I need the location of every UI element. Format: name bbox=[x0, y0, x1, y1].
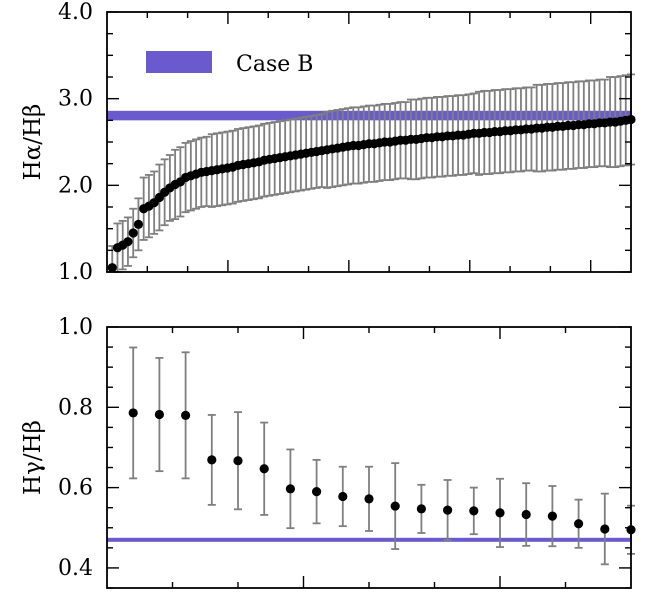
data-point bbox=[390, 501, 400, 511]
data-point bbox=[364, 494, 374, 504]
data-point bbox=[600, 524, 610, 534]
data-point bbox=[133, 219, 144, 229]
y-tick-label: 0.8 bbox=[58, 395, 93, 420]
y-tick-label: 0.4 bbox=[58, 556, 93, 581]
top-y-tick-labels: 1.0 2.0 3.0 4.0 bbox=[58, 0, 93, 285]
legend-label-case-b: Case B bbox=[236, 52, 313, 77]
data-point bbox=[207, 455, 217, 465]
data-point bbox=[285, 484, 295, 494]
data-point bbox=[259, 464, 269, 474]
panel-hgamma-hbeta: 0.4 0.6 0.8 1.0 Hγ/Hβ bbox=[20, 315, 636, 589]
bottom-points bbox=[128, 408, 636, 535]
data-point bbox=[443, 505, 453, 515]
data-point bbox=[233, 456, 243, 466]
data-point bbox=[312, 487, 322, 497]
data-point bbox=[338, 491, 348, 502]
bottom-errorbars bbox=[129, 346, 635, 566]
y-tick-label: 0.6 bbox=[58, 476, 93, 501]
data-point bbox=[547, 511, 558, 521]
data-point bbox=[521, 509, 531, 520]
data-point bbox=[469, 506, 479, 516]
top-plot-frame bbox=[106, 11, 632, 273]
bottom-y-tick-labels: 0.4 0.6 0.8 1.0 bbox=[58, 315, 93, 581]
data-point bbox=[154, 409, 164, 420]
data-point bbox=[128, 228, 138, 238]
legend-swatch-case-b bbox=[146, 51, 212, 73]
y-axis-label-top: Hα/Hβ bbox=[20, 104, 46, 181]
legend: Case B bbox=[146, 51, 313, 77]
top-points bbox=[107, 114, 636, 273]
data-point bbox=[123, 237, 133, 247]
data-point bbox=[416, 504, 426, 514]
y-axis-label-bottom: Hγ/Hβ bbox=[20, 420, 46, 495]
data-point bbox=[128, 408, 138, 418]
bottom-ticks bbox=[107, 326, 631, 589]
case-b-line bbox=[107, 537, 631, 542]
y-tick-label: 1.0 bbox=[58, 260, 93, 285]
data-point bbox=[107, 263, 117, 273]
y-tick-label: 4.0 bbox=[58, 0, 93, 25]
data-point bbox=[181, 410, 191, 420]
panel-halpha-hbeta: 1.0 2.0 3.0 4.0 Case B Hα/Hβ bbox=[20, 0, 636, 285]
data-point bbox=[495, 508, 505, 518]
y-tick-label: 2.0 bbox=[58, 173, 93, 198]
bottom-plot-frame bbox=[106, 326, 632, 589]
data-point bbox=[574, 519, 584, 529]
y-tick-label: 1.0 bbox=[58, 315, 93, 340]
y-tick-label: 3.0 bbox=[58, 87, 93, 112]
